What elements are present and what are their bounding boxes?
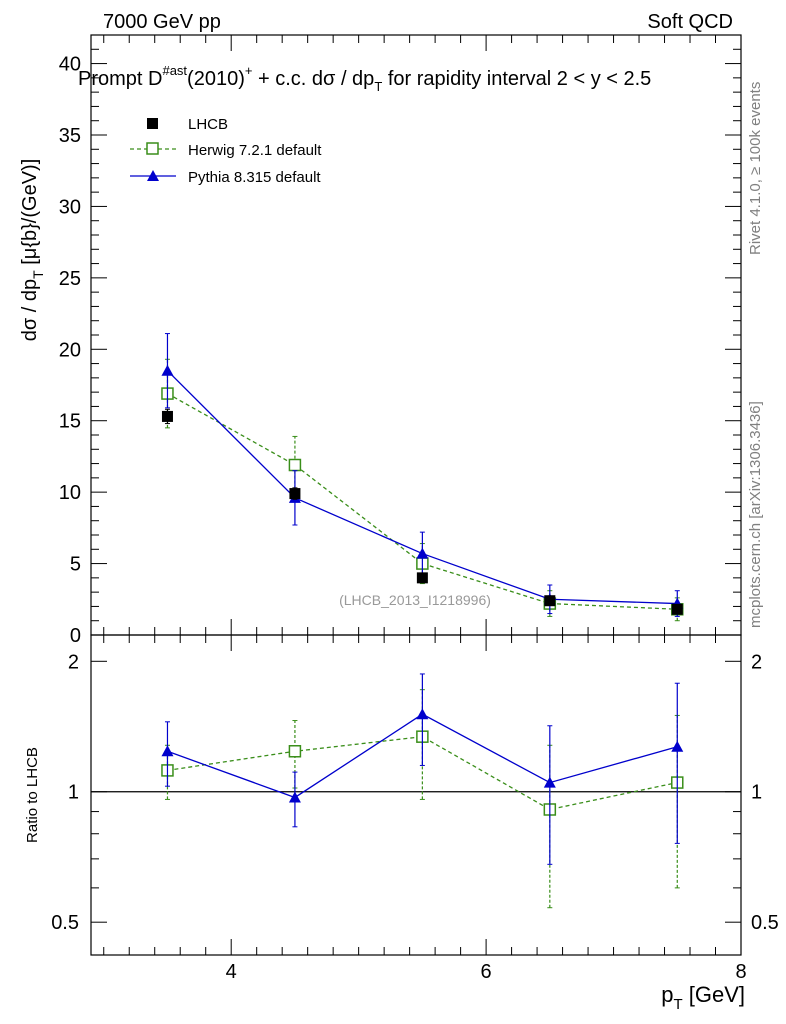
- y-tick-label: 30: [59, 196, 81, 218]
- x-tick-label: 4: [226, 961, 237, 983]
- chart-title: Prompt D#ast(2010)+ + c.c. dσ / dpT for …: [78, 63, 651, 94]
- ratio-y-axis-label: Ratio to LHCB: [24, 747, 41, 843]
- main-series: [161, 333, 684, 622]
- legend-marker-herwig: [146, 142, 159, 155]
- legend-label-lhcb: LHCB: [188, 116, 228, 133]
- analysis-label: (LHCB_2013_I1218996): [339, 592, 491, 608]
- legend-label-pythia: Pythia 8.315 default: [188, 169, 321, 186]
- legend-marker-lhcb: [147, 118, 158, 129]
- side-label-top: Rivet 4.1.0, ≥ 100k events: [747, 82, 764, 255]
- ratio-y-tick-label: 1: [68, 782, 79, 804]
- ratio-point-pythia: [161, 745, 174, 757]
- ratio-point-pythia: [671, 740, 684, 752]
- data-point-lhcb: [416, 572, 428, 584]
- y-axis-label: dσ / dpT [μ{b}/(GeV)]: [19, 159, 46, 342]
- ratio-point-pythia: [288, 791, 301, 803]
- data-point-lhcb: [671, 603, 683, 615]
- ratio-point-pythia: [416, 708, 429, 720]
- ratio-y-tick-label: 0.5: [51, 912, 79, 934]
- ratio-y-tick-label-right: 1: [751, 782, 762, 804]
- x-tick-label: 8: [735, 961, 746, 983]
- ratio-line-herwig: [167, 735, 678, 811]
- ratio-y-axis: 0.5 0.5 1 1 2 2: [51, 651, 779, 934]
- ratio-y-tick-label-right: 0.5: [751, 912, 779, 934]
- ratio-point-pythia: [543, 776, 556, 788]
- main-y-axis: 0 5 10 15 20 25 30 35 40: [59, 34, 741, 647]
- header-left: 7000 GeV pp: [103, 11, 221, 33]
- data-point-lhcb: [161, 410, 173, 422]
- x-axis-label: pT [GeV]: [661, 982, 745, 1013]
- y-tick-label: 25: [59, 268, 81, 290]
- y-tick-label: 0: [70, 625, 81, 647]
- x-tick-label: 6: [481, 961, 492, 983]
- data-point-lhcb: [544, 595, 556, 607]
- ratio-y-tick-label: 2: [68, 651, 79, 673]
- legend: LHCB Herwig 7.2.1 default Pythia 8.315 d…: [130, 116, 322, 186]
- data-point-herwig: [288, 458, 302, 472]
- y-tick-label: 10: [59, 482, 81, 504]
- y-tick-label: 15: [59, 411, 81, 433]
- y-tick-label: 20: [59, 339, 81, 361]
- ratio-point-herwig: [288, 745, 302, 758]
- ratio-y-tick-label-right: 2: [751, 651, 762, 673]
- ratio-panel-frame: [90, 634, 742, 956]
- data-point-pythia: [161, 364, 174, 376]
- series-line-herwig: [167, 393, 678, 610]
- data-point-lhcb: [289, 488, 301, 500]
- side-label-bottom: mcplots.cern.ch [arXiv:1306.3436]: [747, 401, 764, 628]
- y-tick-label: 40: [59, 54, 81, 76]
- data-point-pythia: [416, 547, 429, 559]
- legend-label-herwig: Herwig 7.2.1 default: [188, 142, 322, 159]
- y-tick-label: 35: [59, 125, 81, 147]
- ratio-series: [161, 673, 684, 909]
- legend-marker-pythia: [147, 170, 159, 181]
- header-right: Soft QCD: [647, 11, 733, 33]
- y-tick-label: 5: [70, 554, 81, 576]
- x-axis: 4 6 8: [103, 35, 747, 983]
